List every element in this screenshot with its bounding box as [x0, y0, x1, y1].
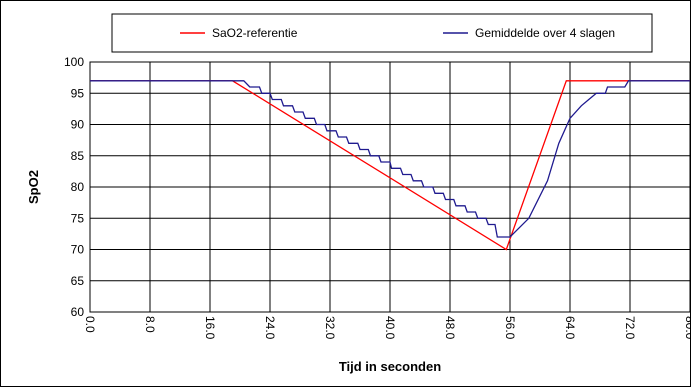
series-line-1 — [90, 80, 690, 238]
x-tick-label: 64.0 — [563, 316, 577, 340]
y-tick-label: 85 — [71, 149, 85, 163]
y-tick-labels: 100 95 90 85 80 75 70 65 60 — [64, 55, 84, 319]
legend-label-series-1: Gemiddelde over 4 slagen — [475, 26, 615, 40]
y-tick-label: 70 — [71, 243, 85, 257]
y-tick-label: 60 — [71, 305, 85, 319]
y-tick-label: 95 — [71, 86, 85, 100]
x-tick-label: 48.0 — [443, 316, 457, 340]
legend-label-series-0: SaO2-referentie — [212, 26, 298, 40]
x-tick-label: 0.0 — [83, 316, 97, 333]
y-tick-label: 65 — [71, 274, 85, 288]
x-tick-label: 72.0 — [623, 316, 637, 340]
x-tick-label: 40.0 — [383, 316, 397, 340]
x-tick-label: 8.0 — [143, 316, 157, 333]
x-tick-label: 80.0 — [683, 316, 691, 340]
y-tick-label: 75 — [71, 211, 85, 225]
y-axis-title: SpO2 — [26, 170, 41, 204]
x-axis-title: Tijd in seconden — [339, 359, 441, 374]
x-tick-labels: 0.0 8.0 16.0 24.0 32.0 40.0 48.0 56.0 64.0 72.0 80… — [83, 316, 691, 340]
x-tick-label: 16.0 — [203, 316, 217, 340]
x-tick-label: 56.0 — [503, 316, 517, 340]
y-tick-label: 100 — [64, 55, 84, 69]
y-tick-label: 90 — [71, 118, 85, 132]
x-tick-label: 24.0 — [263, 316, 277, 340]
x-tick-label: 32.0 — [323, 316, 337, 340]
y-tick-label: 80 — [71, 180, 85, 194]
gridlines — [89, 61, 691, 313]
series-lines — [90, 80, 690, 251]
